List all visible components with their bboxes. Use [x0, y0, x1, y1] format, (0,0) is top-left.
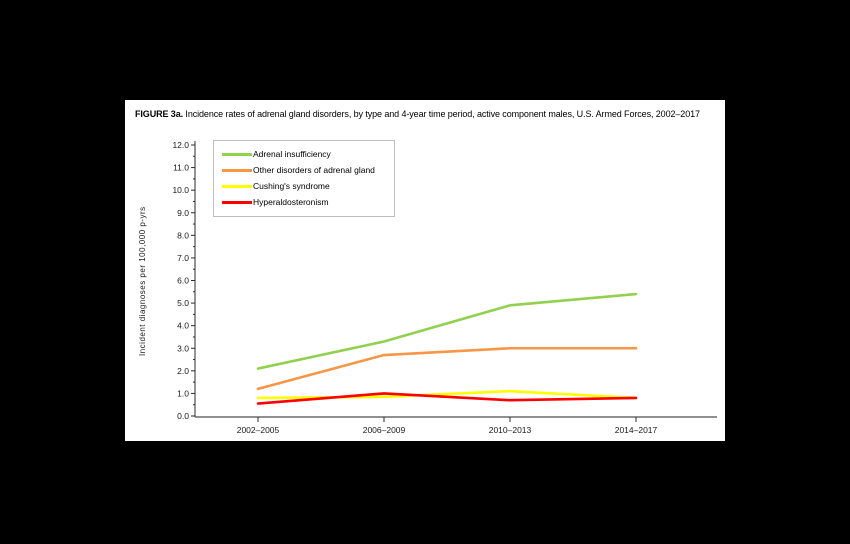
series-line-2	[256, 346, 638, 391]
legend-label: Adrenal insufficiency	[253, 149, 331, 159]
y-tick-label: 4.0	[177, 321, 189, 331]
legend-label: Hyperaldosteronism	[253, 197, 329, 207]
figure-title-text: Incidence rates of adrenal gland disorde…	[185, 109, 700, 119]
series-line-1	[256, 292, 638, 370]
legend-label: Cushing's syndrome	[253, 181, 330, 191]
legend-item-3: Cushing's syndrome	[222, 178, 388, 194]
y-tick-label: 12.0	[172, 140, 189, 150]
y-tick-label: 5.0	[177, 298, 189, 308]
x-tick-label: 2006–2009	[363, 425, 406, 435]
legend-swatch	[222, 168, 252, 172]
x-tick-label: 2014–2017	[615, 425, 658, 435]
y-tick-label: 3.0	[177, 343, 189, 353]
legend-swatch	[222, 184, 252, 188]
y-tick-label: 2.0	[177, 366, 189, 376]
y-tick-label: 1.0	[177, 388, 189, 398]
y-tick-label: 11.0	[173, 163, 189, 173]
y-tick-label: 9.0	[177, 208, 189, 218]
legend-item-1: Adrenal insufficiency	[222, 146, 388, 162]
y-tick-label: 8.0	[177, 230, 189, 240]
y-tick-label: 7.0	[177, 253, 189, 263]
y-tick-label: 10.0	[172, 185, 189, 195]
x-tick-label: 2002–2005	[237, 425, 280, 435]
legend-swatch	[222, 200, 252, 204]
legend-swatch	[222, 152, 252, 156]
y-tick-label: 6.0	[177, 276, 189, 286]
figure-number-label: FIGURE 3a.	[135, 109, 184, 119]
legend-label: Other disorders of adrenal gland	[253, 165, 375, 175]
series-line-4	[256, 392, 638, 405]
y-tick-label: 0.0	[177, 411, 189, 421]
figure-panel: FIGURE 3a. Incidence rates of adrenal gl…	[125, 100, 725, 441]
legend-item-2: Other disorders of adrenal gland	[222, 162, 388, 178]
line-chart: 0.0 1.0 2.0 3.0 4.0 5.0 6.0 7.0 8.0 9.0 10.0 11.0 12…	[172, 140, 717, 435]
figure-title: FIGURE 3a. Incidence rates of adrenal gl…	[135, 108, 717, 120]
chart-legend: Adrenal insufficiency Other disorders of …	[213, 140, 395, 217]
x-tick-label: 2010–2013	[489, 425, 532, 435]
legend-item-4: Hyperaldosteronism	[222, 194, 388, 210]
